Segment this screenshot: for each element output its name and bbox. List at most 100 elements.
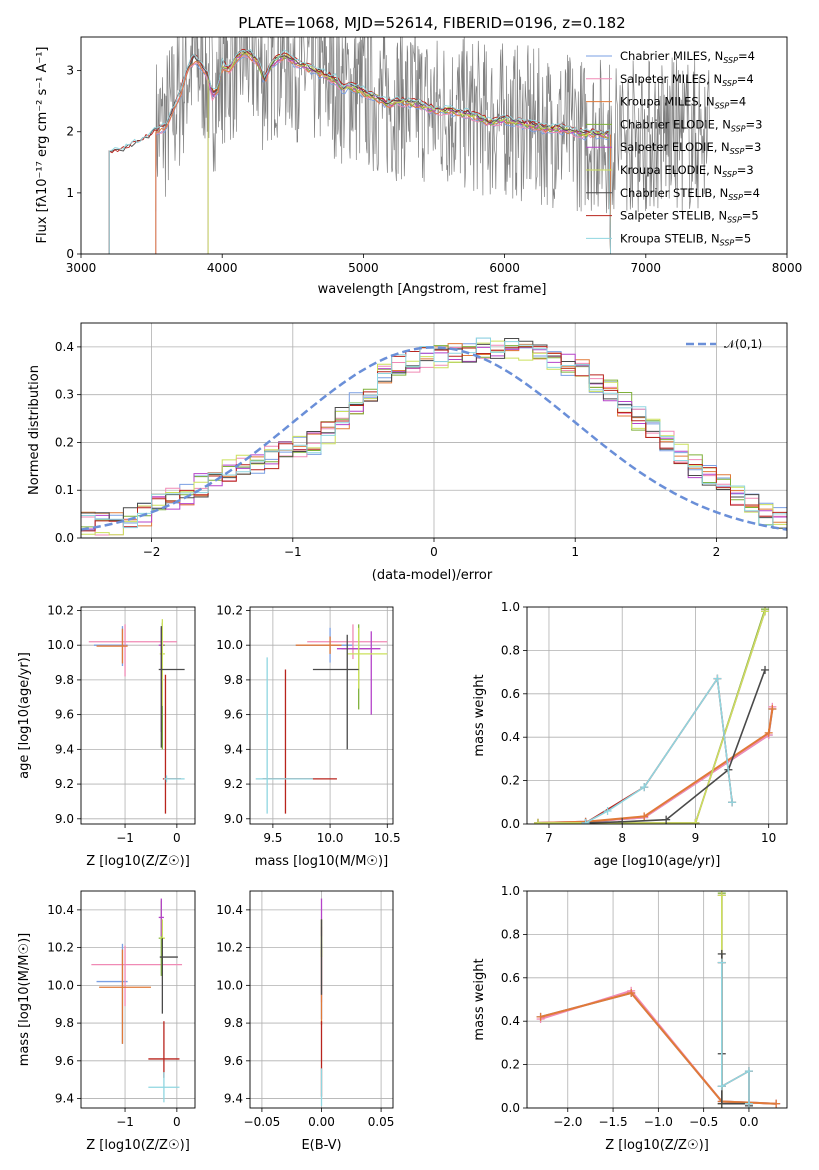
y-axis-label: mass weight <box>472 958 487 1040</box>
x-tick-label: 4000 <box>207 261 238 275</box>
errorbar-kroupa-stelib <box>255 657 313 814</box>
legend-subscript: SSP <box>720 238 735 247</box>
legend-n: N <box>713 72 722 86</box>
y-tick-label: 0.0 <box>501 817 520 831</box>
grid <box>81 891 195 1108</box>
y-tick-label: 9.4 <box>224 1092 243 1106</box>
x-tick-label: −1.5 <box>598 1115 627 1129</box>
legend-n: N <box>720 186 729 200</box>
x-tick-label: 0 <box>430 545 438 559</box>
axes-frame <box>249 606 394 825</box>
y-tick-label: 10.2 <box>47 603 74 617</box>
axes-frame <box>249 890 394 1109</box>
x-tick-label: −0.05 <box>244 1115 281 1129</box>
legend-n: N <box>721 140 730 154</box>
grid <box>81 323 787 538</box>
x-tick-label: −1 <box>284 545 302 559</box>
x-tick-label: 10 <box>761 831 776 845</box>
legend-label-kroupa-elodie: Kroupa ELODIE, NSSP=3 <box>620 163 754 179</box>
legend-label-chabrier-elodie: Chabrier ELODIE, NSSP=3 <box>620 117 762 133</box>
plot-area <box>81 891 195 1108</box>
legend-label-kroupa-stelib: Kroupa STELIB, NSSP=5 <box>620 231 751 247</box>
series-kroupa-stelib <box>717 958 753 1108</box>
legend-label-salpeter-miles: Salpeter MILES, NSSP=4 <box>620 72 754 88</box>
x-tick-label: −1 <box>116 831 134 845</box>
x-tick-label: −1 <box>116 1115 134 1129</box>
errorbar-kroupa-miles <box>295 636 342 654</box>
panel-mass-weight-vs-Z: −2.0 −1.5 −1.0 −0.5 0.0 0.0 0.2 0.4 0.6 0.8 1.0 Z [… <box>472 884 788 1153</box>
x-axis-label: age [log10(age/yr)] <box>594 854 721 869</box>
y-tick-label: 3 <box>66 64 74 78</box>
plot-area <box>250 891 393 1108</box>
model-line-kroupa-miles <box>155 53 611 254</box>
legend-subscript: SSP <box>730 147 745 156</box>
y-tick-label: 0.4 <box>501 730 520 744</box>
y-tick-label: 0.8 <box>501 927 520 941</box>
legend-n: N <box>718 209 727 223</box>
x-tick-label: 7000 <box>631 261 662 275</box>
y-tick-label: 9.8 <box>224 1016 243 1030</box>
plot-area <box>81 607 195 824</box>
normal-curve <box>81 346 787 531</box>
x-tick-label: 0.0 <box>739 1115 758 1129</box>
x-tick-label: 5000 <box>348 261 379 275</box>
y-tick-label: 0.0 <box>501 1101 520 1115</box>
plot-area <box>108 37 710 254</box>
legend-count: =5 <box>734 231 751 245</box>
y-axis-label: Flux [fλ10⁻¹⁷ erg cm⁻² s⁻¹ A⁻¹] <box>35 47 50 244</box>
legend-count: =4 <box>729 95 746 109</box>
y-tick-label: 0.4 <box>501 1014 520 1028</box>
y-tick-label: 10.0 <box>47 978 74 992</box>
legend-label-salpeter-elodie: Salpeter ELODIE, NSSP=3 <box>620 140 761 156</box>
x-axis-label: Z [log10(Z/Z☉)] <box>86 1138 190 1153</box>
legend-label-chabrier-miles: Chabrier MILES, NSSP=4 <box>620 49 755 65</box>
legend-n: N <box>711 231 720 245</box>
y-tick-label: 9.6 <box>55 708 74 722</box>
plot-area <box>81 323 787 538</box>
y-axis-label: mass [log10(M/M☉)] <box>17 933 32 1066</box>
legend-count: =3 <box>744 140 761 154</box>
y-tick-label: 0.0 <box>55 531 74 545</box>
y-tick-label: 10.0 <box>47 638 74 652</box>
y-tick-label: 0.4 <box>55 340 74 354</box>
y-tick-label: 2 <box>66 125 74 139</box>
legend-label-salpeter-stelib: Salpeter STELIB, NSSP=5 <box>620 209 759 225</box>
legend-label-chabrier-stelib: Chabrier STELIB, NSSP=4 <box>620 186 760 202</box>
y-axis-label: age [log10(age/yr)] <box>17 652 32 779</box>
series-line <box>720 962 750 1104</box>
model-line-kroupa-stelib <box>108 49 611 254</box>
y-tick-label: 9.8 <box>55 673 74 687</box>
errorbar-chabrier-stelib <box>159 938 178 1014</box>
x-axis-label: wavelength [Angstrom, rest frame] <box>318 282 547 297</box>
y-tick-label: 9.4 <box>55 1092 74 1106</box>
legend-subscript: SSP <box>728 193 743 202</box>
x-tick-label: 10.5 <box>374 831 401 845</box>
y-tick-label: 0.3 <box>55 388 74 402</box>
y-tick-label: 0.1 <box>55 483 74 497</box>
x-axis-label: (data-model)/error <box>372 568 493 583</box>
x-tick-label: 9 <box>692 831 700 845</box>
legend-subscript: SSP <box>727 216 742 225</box>
y-tick-label: 1 <box>66 186 74 200</box>
legend-n: N <box>713 163 722 177</box>
x-tick-label: 8 <box>618 831 626 845</box>
y-tick-label: 1.0 <box>501 600 520 614</box>
legend-label-normal: 𝒩(0,1) <box>724 337 762 351</box>
x-axis-label: Z [log10(Z/Z☉)] <box>86 854 190 869</box>
series-kroupa-stelib <box>581 674 737 824</box>
panel-age-vs-Z: −1 0 9.0 9.2 9.4 9.6 9.8 10.0 10.2 Z [log10(Z/Z☉)… <box>17 603 196 869</box>
x-tick-label: −2.0 <box>553 1115 582 1129</box>
legend-n: N <box>706 95 715 109</box>
plot-area <box>527 891 787 1108</box>
legend-count: =3 <box>746 117 763 131</box>
panel-age-vs-mass: 9.5 10.0 10.5 9.0 9.2 9.4 9.6 9.8 10.0 10.2 mass [… <box>216 603 400 869</box>
y-tick-label: 0.6 <box>501 971 520 985</box>
errorbar-kroupa-stelib <box>148 1072 180 1103</box>
legend-count: =4 <box>738 49 755 63</box>
y-tick-label: 9.6 <box>55 1054 74 1068</box>
panel-mass-vs-Z: −1 0 9.4 9.6 9.8 10.0 10.2 10.4 Z [log10(Z/Z☉)] m… <box>17 890 196 1153</box>
y-tick-label: 0.8 <box>501 643 520 657</box>
y-tick-label: 9.8 <box>224 673 243 687</box>
y-tick-label: 10.2 <box>47 941 74 955</box>
